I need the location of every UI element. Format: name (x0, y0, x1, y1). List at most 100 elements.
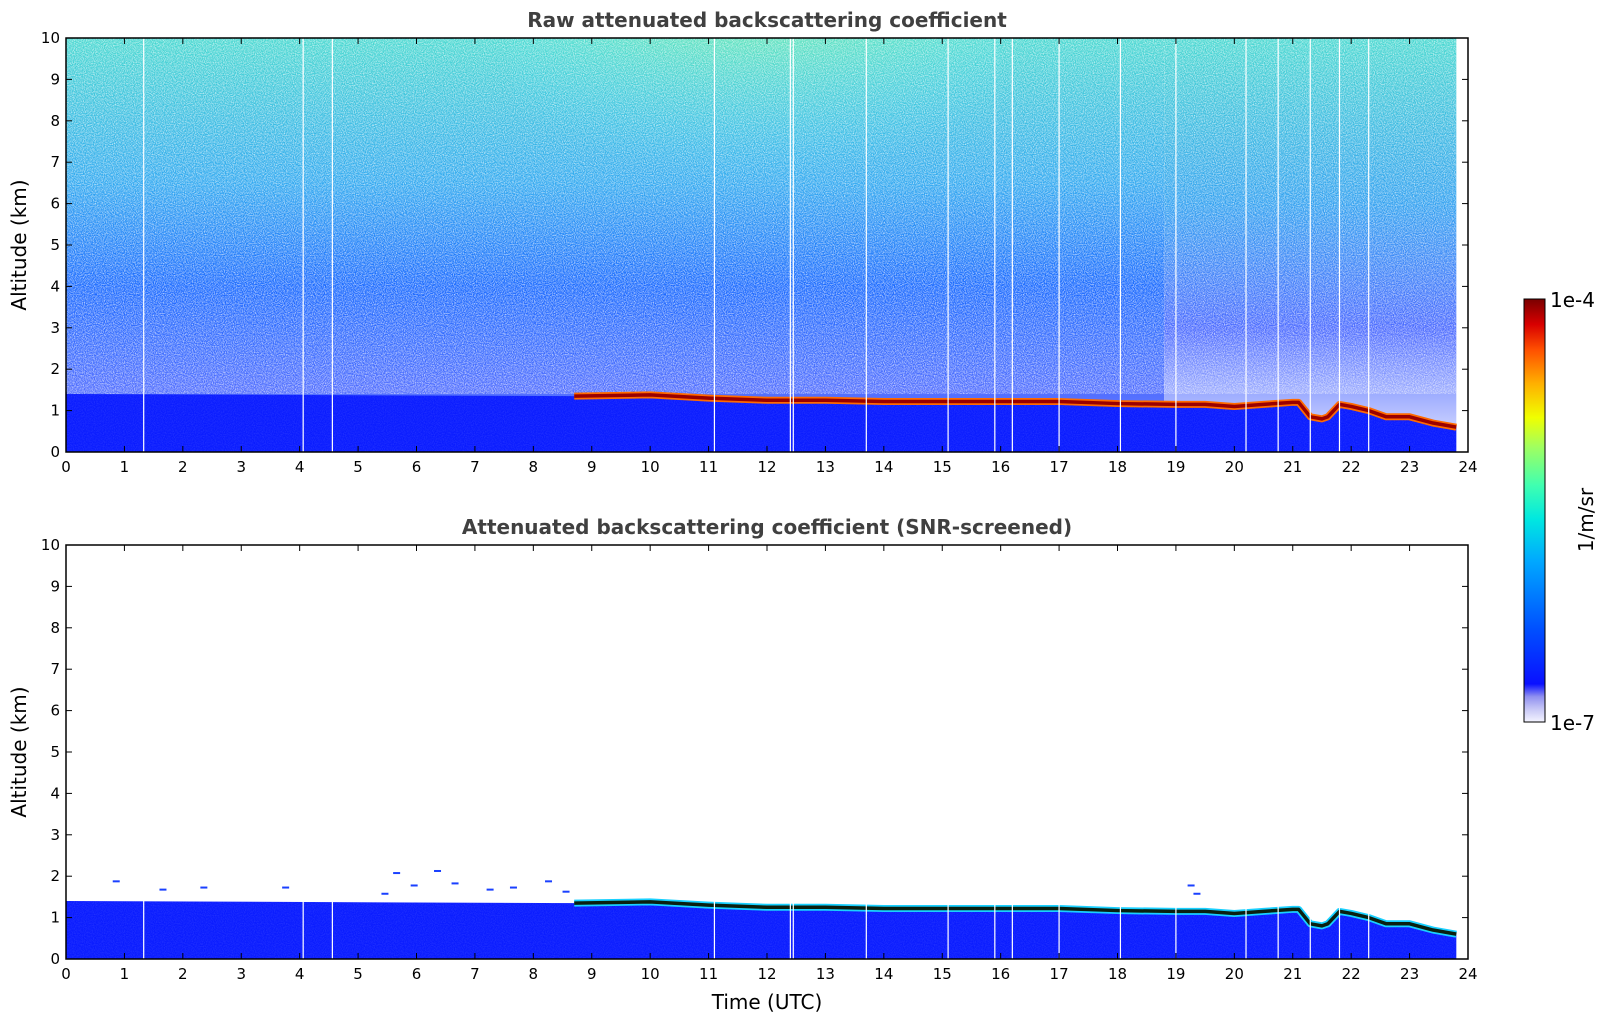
y-tick-label: 8 (50, 112, 60, 130)
x-tick-label: 1 (120, 458, 130, 476)
noise-blip (451, 882, 459, 885)
x-tick-label: 5 (353, 458, 363, 476)
noise-blip (434, 869, 442, 872)
x-tick-label: 13 (816, 965, 835, 983)
colorbar-min-label: 1e-7 (1550, 711, 1595, 735)
x-tick-label: 20 (1225, 458, 1244, 476)
noise-blip (381, 892, 389, 895)
x-tick-label: 10 (641, 458, 660, 476)
x-tick-label: 23 (1400, 965, 1419, 983)
y-tick-label: 0 (50, 950, 60, 968)
noise-blip (393, 872, 401, 875)
x-tick-label: 16 (991, 965, 1010, 983)
x-tick-label: 6 (412, 458, 422, 476)
x-tick-label: 16 (991, 458, 1010, 476)
y-tick-label: 1 (50, 909, 60, 927)
noise-blip (1193, 892, 1201, 895)
snr-screened-panel: Attenuated backscattering coefficient (S… (7, 515, 1478, 1014)
x-tick-label: 24 (1458, 458, 1477, 476)
chart-title: Raw attenuated backscattering coefficien… (527, 8, 1007, 32)
y-axis: 0 1 2 3 4 5 6 7 8 9 10 (41, 536, 1468, 968)
colorbar-unit-label: 1/m/sr (1574, 487, 1598, 552)
noise-blip (509, 886, 517, 889)
y-tick-label: 8 (50, 619, 60, 637)
y-tick-label: 3 (50, 319, 60, 337)
x-tick-label: 10 (641, 965, 660, 983)
x-tick-label: 17 (1050, 458, 1069, 476)
noise-blip (200, 886, 208, 889)
axes-frame (65, 544, 1469, 960)
x-tick-label: 3 (236, 458, 246, 476)
y-tick-label: 1 (50, 402, 60, 420)
noise-blip (112, 880, 120, 883)
y-axis-label: Altitude (km) (7, 179, 31, 310)
chart-title: Attenuated backscattering coefficient (S… (462, 515, 1072, 539)
y-tick-label: 10 (41, 29, 60, 47)
x-tick-label: 21 (1283, 458, 1302, 476)
cloud-layer-line (574, 393, 1457, 429)
noise-blip (410, 884, 418, 887)
plot-area (66, 38, 1457, 452)
x-tick-label: 18 (1108, 965, 1127, 983)
x-tick-label: 4 (295, 965, 305, 983)
x-tick-label: 12 (757, 965, 776, 983)
y-tick-label: 4 (50, 277, 60, 295)
x-tick-label: 24 (1458, 965, 1477, 983)
x-tick-label: 4 (295, 458, 305, 476)
x-tick-label: 22 (1342, 458, 1361, 476)
x-tick-label: 1 (120, 965, 130, 983)
x-tick-label: 11 (699, 458, 718, 476)
x-tick-label: 18 (1108, 458, 1127, 476)
y-axis-label: Altitude (km) (7, 686, 31, 817)
y-tick-label: 4 (50, 784, 60, 802)
x-tick-label: 0 (61, 458, 71, 476)
y-tick-label: 9 (50, 70, 60, 88)
x-axis: 0 1 2 3 4 5 6 7 8 9 10 11 12 13 14 15 16 17 18 19 20 21 22 23 24 (61, 545, 1478, 983)
plot-area (66, 545, 1457, 959)
x-axis: 0 1 2 3 4 5 6 7 8 9 10 11 12 13 14 15 16 17 18 19 20 21 22 23 24 (61, 38, 1478, 476)
x-tick-label: 13 (816, 458, 835, 476)
x-tick-label: 19 (1166, 965, 1185, 983)
x-tick-label: 14 (874, 965, 893, 983)
colorbar: 1e-4 1e-7 1/m/sr (1523, 288, 1598, 735)
x-tick-label: 6 (412, 965, 422, 983)
y-tick-label: 0 (50, 443, 60, 461)
x-tick-label: 9 (587, 965, 597, 983)
x-tick-label: 23 (1400, 458, 1419, 476)
x-tick-label: 9 (587, 458, 597, 476)
y-tick-label: 2 (50, 360, 60, 378)
colorbar-gradient (1523, 298, 1546, 723)
noise-blip (486, 888, 494, 891)
x-tick-label: 21 (1283, 965, 1302, 983)
y-tick-label: 6 (50, 702, 60, 720)
y-tick-label: 3 (50, 826, 60, 844)
y-axis: 0 1 2 3 4 5 6 7 8 9 10 (41, 29, 1468, 461)
cloud-layer-line (574, 900, 1457, 936)
y-tick-label: 6 (50, 195, 60, 213)
x-tick-label: 17 (1050, 965, 1069, 983)
y-tick-label: 5 (50, 743, 60, 761)
boundary-layer-texture (66, 394, 1457, 452)
speckle-noise (66, 38, 1457, 395)
colorbar-max-label: 1e-4 (1550, 288, 1595, 312)
boundary-layer-texture (66, 901, 1457, 959)
noise-blip (282, 886, 290, 889)
x-tick-label: 5 (353, 965, 363, 983)
noise-blip (545, 880, 553, 883)
x-tick-label: 3 (236, 965, 246, 983)
x-tick-label: 11 (699, 965, 718, 983)
x-tick-label: 0 (61, 965, 71, 983)
x-tick-label: 2 (178, 458, 188, 476)
x-tick-label: 8 (529, 965, 539, 983)
noise-blip (1187, 884, 1195, 887)
x-tick-label: 7 (470, 458, 480, 476)
x-tick-label: 19 (1166, 458, 1185, 476)
x-tick-label: 8 (529, 458, 539, 476)
y-tick-label: 7 (50, 660, 60, 678)
y-tick-label: 5 (50, 236, 60, 254)
raw-backscatter-panel: Raw attenuated backscattering coefficien… (7, 8, 1478, 476)
y-tick-label: 9 (50, 577, 60, 595)
x-tick-label: 22 (1342, 965, 1361, 983)
noise-blip (159, 888, 167, 891)
